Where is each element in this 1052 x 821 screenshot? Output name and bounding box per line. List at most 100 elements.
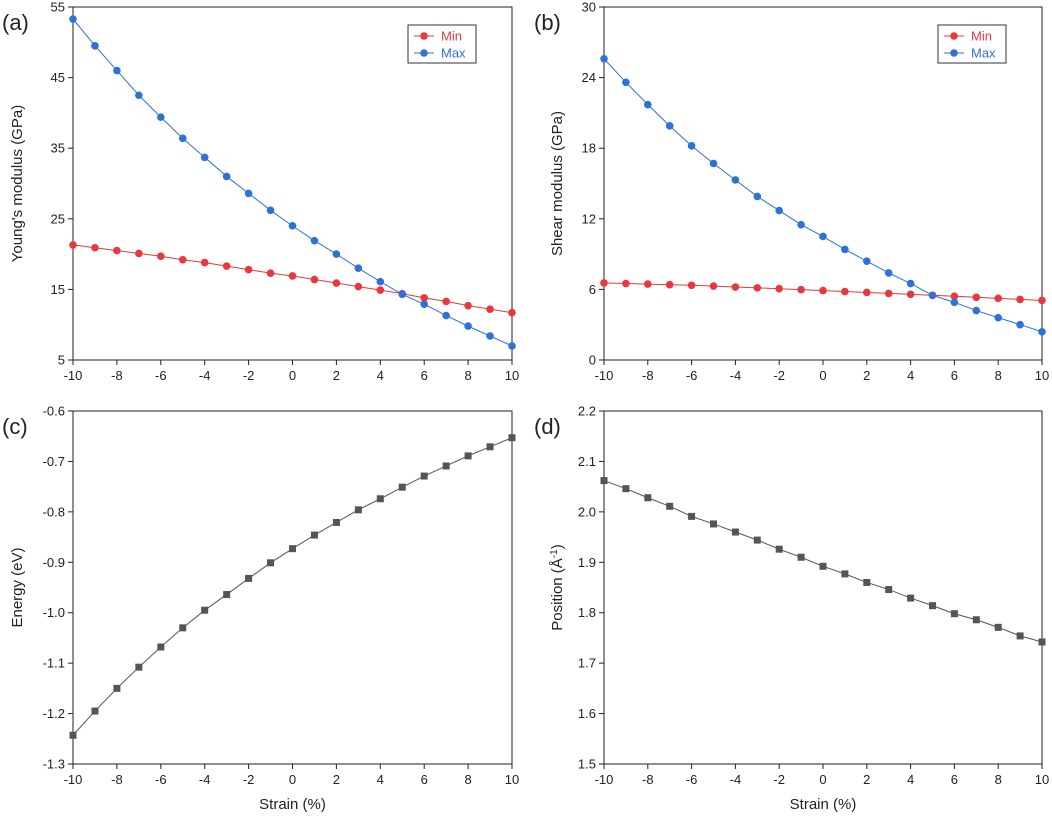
data-point (688, 512, 696, 520)
x-tick-label: 2 (863, 772, 870, 787)
x-tick-label: -2 (243, 772, 255, 787)
data-point (157, 643, 165, 651)
x-tick-label: 0 (819, 368, 826, 383)
y-tick-label: -1.1 (43, 656, 65, 671)
x-tick-label: -8 (642, 368, 654, 383)
panel-c: -10 -8 -6 -4 -2 0 2 4 6 8 10 -1.3 -1.2 -1.1 -1.0 -0.9 -0… (2, 404, 519, 814)
y-tick-label: 1.8 (578, 605, 596, 620)
data-point (267, 559, 275, 567)
data-point (354, 506, 362, 514)
x-tick-label: -4 (730, 368, 742, 383)
y-tick-label: -0.9 (43, 555, 65, 570)
y-tick-label: 55 (51, 0, 65, 15)
y-axis-title: Shear modulus (GPa) (549, 111, 566, 256)
data-point (245, 574, 253, 582)
data-point (69, 241, 77, 249)
data-point (906, 290, 915, 299)
data-point (753, 536, 761, 544)
y-tick-label: 1.9 (578, 555, 596, 570)
legend-label: Max (971, 46, 996, 61)
data-point (244, 189, 253, 198)
y-axis-title-text: Energy (eV) (9, 547, 26, 627)
x-tick-label: 0 (289, 772, 296, 787)
data-point (884, 269, 893, 277)
data-point (332, 250, 341, 258)
y-tick-label: 45 (51, 70, 65, 85)
data-point (200, 258, 209, 267)
data-point (420, 294, 429, 302)
series-position (600, 477, 1046, 646)
x-tick-label: -10 (64, 368, 83, 383)
legend-marker (420, 32, 428, 40)
y-axis-title-text: Shear modulus (GPa) (549, 111, 566, 256)
data-point (994, 294, 1002, 303)
legend-marker (420, 49, 428, 57)
data-point (841, 570, 849, 578)
y-axis-title-text: Position (Å (549, 558, 566, 631)
data-point (310, 275, 319, 284)
data-point (223, 591, 231, 599)
data-point (310, 236, 319, 245)
y-tick-label: 1.6 (578, 706, 596, 721)
y-tick-label: 2.2 (578, 404, 596, 419)
legend-label: Min (441, 29, 462, 44)
data-point (600, 477, 608, 485)
series-max (600, 54, 1046, 336)
y-axis-title-text: Young's modulus (GPa) (9, 105, 26, 262)
panel-label: (d) (534, 414, 561, 439)
data-point (354, 264, 363, 273)
legend: Min Max (937, 24, 1007, 64)
data-point (731, 528, 739, 536)
data-point (354, 282, 363, 291)
panel-a: -10 -8 -6 -4 -2 0 2 4 6 8 10 5 15 25 35 45 55 (a) Young's … (2, 0, 519, 383)
x-tick-label: -2 (773, 772, 785, 787)
y-tick-label: -1.2 (43, 706, 65, 721)
data-point (201, 606, 209, 614)
y-tick-label: 1.5 (578, 757, 596, 772)
data-point (644, 280, 652, 288)
y-tick-label: 24 (582, 70, 596, 85)
data-point (91, 42, 99, 50)
data-point (972, 293, 981, 302)
data-point (398, 290, 407, 299)
data-point (113, 246, 121, 255)
legend-marker (950, 49, 958, 57)
data-point (266, 206, 275, 215)
y-tick-label: 15 (51, 282, 65, 297)
y-tick-label: 6 (589, 282, 596, 297)
data-point (376, 277, 385, 286)
data-point (1016, 320, 1024, 329)
data-point (687, 142, 696, 150)
data-point (135, 249, 143, 258)
x-tick-label: -8 (642, 772, 654, 787)
data-point (994, 313, 1002, 322)
data-point (929, 602, 936, 610)
data-point (797, 220, 805, 229)
x-tick-label: 4 (907, 368, 914, 383)
data-point (244, 265, 253, 274)
x-tick-label: -4 (730, 772, 742, 787)
data-point (906, 279, 915, 288)
panel-d: -10 -8 -6 -4 -2 0 2 4 6 8 10 1.5 1.6 1.7 1.8 1.9 2.0 2.1 2… (534, 404, 1049, 814)
data-point (622, 78, 630, 87)
series-energy (69, 434, 516, 739)
x-tick-label: 6 (421, 772, 428, 787)
data-point (600, 279, 608, 287)
data-point (841, 245, 849, 254)
data-point (972, 616, 980, 624)
data-point (753, 284, 762, 292)
data-point (288, 222, 297, 230)
data-point (179, 624, 187, 632)
data-point (644, 100, 652, 109)
data-point (442, 462, 450, 470)
data-point (69, 15, 77, 23)
data-point (731, 283, 740, 291)
data-point (753, 192, 762, 201)
panel-label: (c) (2, 414, 28, 439)
legend-box (937, 24, 1007, 64)
y-tick-label: -0.8 (43, 504, 65, 519)
data-point (775, 206, 783, 215)
y-axis-title: Young's modulus (GPa) (9, 105, 26, 262)
data-point (1016, 632, 1024, 640)
